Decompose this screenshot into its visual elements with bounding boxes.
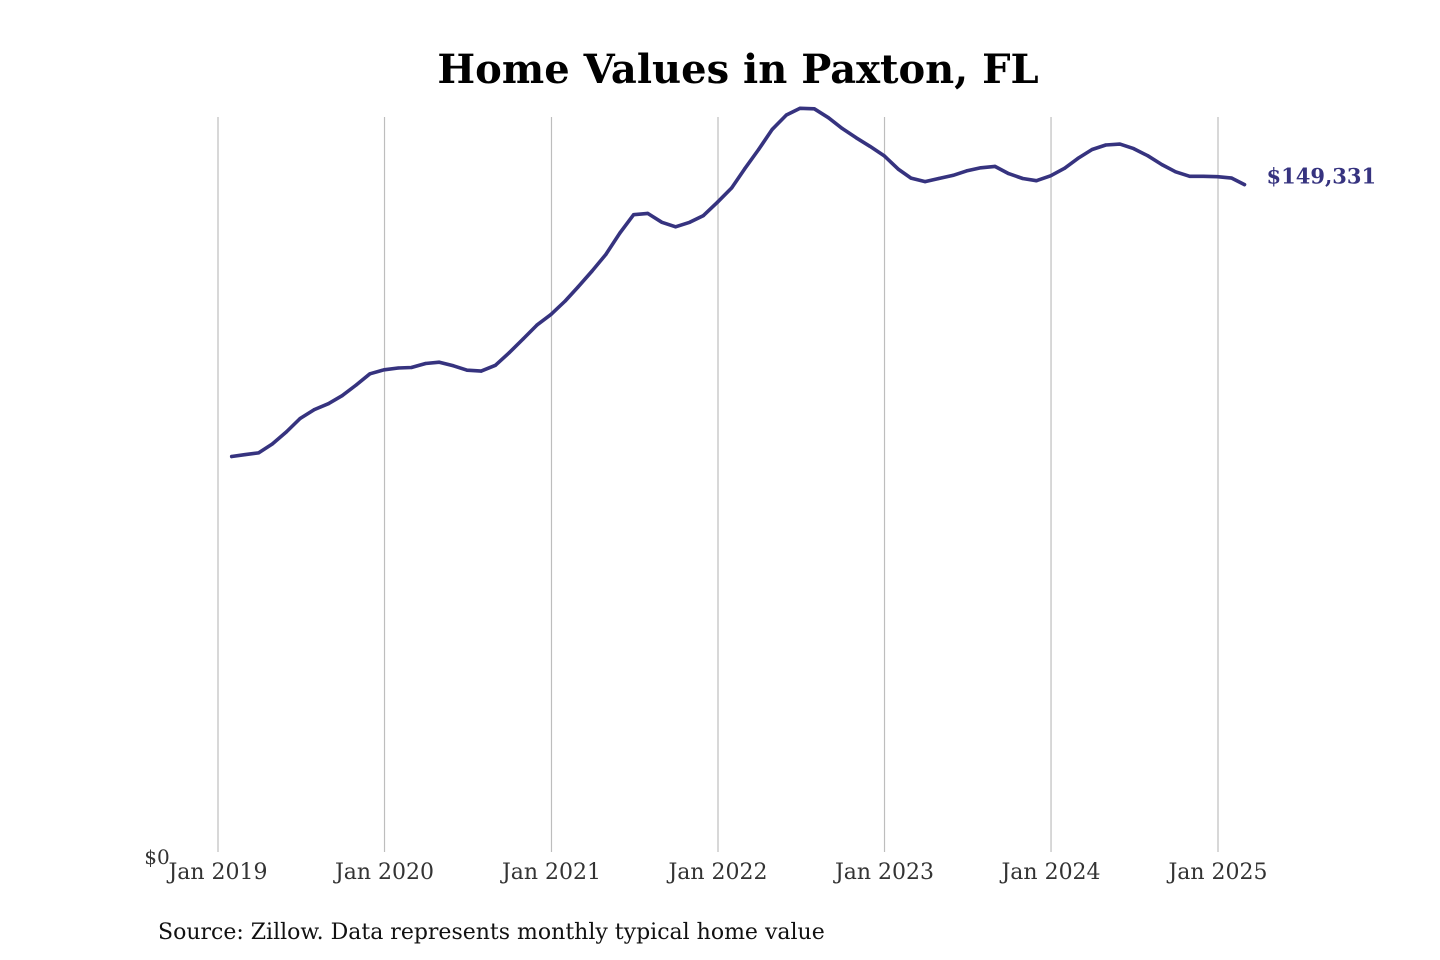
data-point-0-20 (507, 351, 511, 355)
data-point-0-26 (590, 269, 594, 273)
x-axis-tick-labels: Jan 2019 Jan 2020 Jan 2021 Jan 2022 Jan 2023… (166, 860, 1267, 885)
y-axis-zero-label: $0 (144, 845, 169, 869)
data-point-0-41 (798, 106, 802, 110)
data-point-0-71 (1215, 175, 1220, 179)
data-point-0-12 (396, 366, 400, 370)
data-point-0-13 (409, 365, 413, 370)
data-point-0-19 (493, 363, 497, 367)
x-tick-label-4: Jan 2023 (833, 860, 934, 885)
data-point-0-42 (812, 107, 816, 111)
data-point-0-35 (715, 200, 720, 204)
data-point-0-66 (1146, 154, 1150, 158)
data-point-0-14 (424, 361, 428, 366)
data-point-0-49 (909, 176, 913, 180)
data-point-0-25 (576, 285, 580, 289)
data-point-0-3 (270, 442, 274, 446)
data-point-0-50 (923, 180, 927, 184)
data-point-0-16 (451, 364, 455, 368)
data-point-0-60 (1063, 166, 1067, 170)
data-point-0-30 (646, 211, 650, 215)
x-tick-label-1: Jan 2020 (333, 860, 434, 885)
chart-title: Home Values in Paxton, FL (437, 46, 1038, 93)
data-point-0-32 (674, 225, 678, 229)
data-point-0-52 (951, 173, 955, 177)
data-point-0-22 (535, 323, 539, 327)
data-point-0-5 (298, 416, 302, 421)
data-point-0-9 (354, 383, 358, 387)
data-point-0-54 (979, 166, 983, 170)
data-point-0-72 (1230, 176, 1234, 180)
data-point-0-21 (521, 337, 525, 341)
data-point-0-34 (701, 214, 706, 218)
data-point-0-55 (993, 164, 997, 168)
data-point-0-11 (382, 368, 386, 372)
data-point-0-56 (1007, 172, 1011, 176)
data-point-0-51 (937, 176, 941, 181)
data-point-0-18 (479, 369, 483, 373)
x-tick-label-3: Jan 2022 (666, 860, 767, 885)
data-point-0-46 (868, 144, 872, 148)
data-point-0-29 (632, 213, 636, 217)
data-point-0-53 (965, 169, 969, 173)
data-point-0-10 (368, 372, 372, 376)
data-point-0-69 (1188, 174, 1192, 178)
data-point-0-24 (563, 299, 567, 303)
data-point-0-33 (688, 220, 692, 224)
data-point-0-62 (1090, 147, 1094, 152)
x-tick-label-2: Jan 2021 (500, 860, 601, 885)
data-point-0-70 (1201, 174, 1205, 178)
source-note: Source: Zillow. Data represents monthly … (158, 920, 825, 945)
data-point-0-65 (1132, 147, 1136, 151)
data-point-0-28 (618, 231, 622, 235)
data-point-0-23 (549, 312, 553, 316)
data-point-0-39 (770, 127, 774, 131)
data-point-0-1 (242, 453, 247, 457)
end-value-label: $149,331 (1267, 164, 1377, 189)
x-tick-label-0: Jan 2019 (166, 860, 267, 885)
data-point-0-31 (660, 220, 664, 224)
data-point-0-4 (284, 430, 288, 434)
series-layer (229, 106, 1247, 459)
x-tick-label-6: Jan 2025 (1166, 860, 1267, 885)
vertical-gridlines (217, 117, 1219, 852)
data-point-0-8 (340, 394, 344, 398)
data-point-0-45 (854, 136, 858, 140)
data-point-0-40 (784, 113, 789, 117)
data-point-0-44 (840, 126, 844, 130)
series-line-0 (229, 106, 1247, 459)
data-point-0-63 (1104, 143, 1108, 147)
data-point-0-36 (730, 186, 734, 190)
data-point-0-57 (1021, 176, 1025, 181)
data-points (230, 106, 1247, 459)
data-point-0-7 (326, 402, 330, 406)
data-point-0-15 (437, 360, 441, 364)
data-point-0-47 (882, 154, 886, 158)
data-point-0-61 (1076, 156, 1080, 160)
data-point-0-17 (465, 368, 469, 372)
data-point-0-43 (826, 116, 831, 120)
data-point-0-68 (1174, 170, 1178, 174)
data-point-0-59 (1049, 174, 1053, 178)
data-point-0-27 (604, 252, 608, 257)
data-point-0-67 (1160, 163, 1164, 167)
data-point-0-37 (742, 167, 747, 171)
x-tick-label-5: Jan 2024 (999, 860, 1100, 885)
data-point-0-64 (1118, 142, 1122, 146)
data-point-0-58 (1034, 179, 1038, 183)
data-point-0-2 (257, 451, 261, 455)
data-point-0-0 (230, 454, 234, 459)
data-point-0-6 (312, 408, 316, 412)
data-point-0-73 (1242, 183, 1247, 187)
data-point-0-48 (896, 167, 900, 171)
data-point-0-38 (757, 147, 761, 152)
